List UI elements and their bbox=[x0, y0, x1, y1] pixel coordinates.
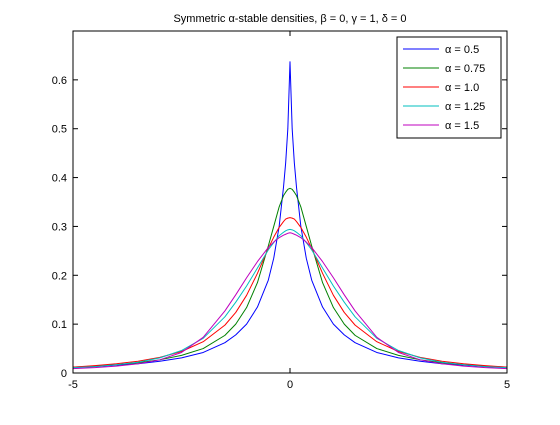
y-tick-label-4: 0.4 bbox=[52, 173, 67, 185]
x-tick-label-1: 0 bbox=[287, 379, 293, 391]
y-tick-label-1: 0.1 bbox=[52, 319, 67, 331]
x-tick-label-2: 5 bbox=[504, 379, 510, 391]
legend: α = 0.5 α = 0.75 α = 1.0 α = 1.25 α = 1.5 bbox=[396, 36, 502, 139]
series-line-1 bbox=[73, 187, 507, 368]
y-tick-label-3: 0.3 bbox=[52, 221, 67, 233]
series-line-2 bbox=[73, 217, 507, 368]
series-line-4 bbox=[73, 232, 507, 370]
chart-title: Symmetric α-stable densities, β = 0, γ =… bbox=[173, 13, 406, 25]
x-tick-label-0: -5 bbox=[68, 379, 78, 391]
series-line-0 bbox=[73, 61, 507, 369]
y-tick-label-6: 0.6 bbox=[52, 75, 67, 87]
y-tick-label-5: 0.5 bbox=[52, 124, 67, 136]
y-tick-label-2: 0.2 bbox=[52, 270, 67, 282]
legend-label-3: α = 1.25 bbox=[445, 101, 485, 113]
legend-label-2: α = 1.0 bbox=[445, 82, 479, 94]
legend-label-1: α = 0.75 bbox=[445, 63, 485, 75]
legend-label-4: α = 1.5 bbox=[445, 120, 479, 132]
y-tick-label-0: 0 bbox=[61, 368, 67, 380]
legend-label-0: α = 0.5 bbox=[445, 44, 479, 56]
axis-ticks: -5 0 500.10.20.30.40.50.6 bbox=[52, 31, 510, 391]
